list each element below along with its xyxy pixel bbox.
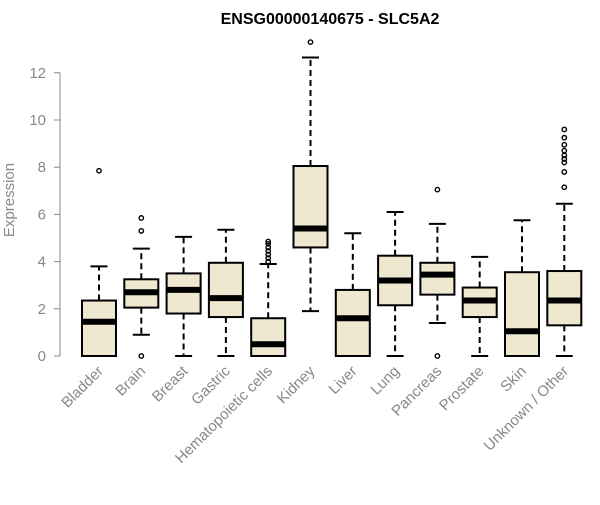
outlier-point [265,255,272,261]
y-tick-label: 2 [38,301,46,318]
outlier-point [561,141,568,148]
x-tick-label: Lung [367,363,403,399]
outlier-point [138,353,145,359]
outlier-point [561,156,568,162]
outlier-point [561,159,568,166]
box-group [292,39,329,313]
outlier-point [265,238,272,245]
outlier-point [561,134,568,141]
y-tick-label: 12 [29,65,46,82]
y-tick-label: 6 [38,206,46,223]
outlier-point [138,215,145,221]
y-tick-label: 10 [29,112,46,129]
box-group [504,219,540,357]
box-group [250,238,287,357]
box-iqr [504,271,540,357]
box-group [334,232,371,358]
outlier-point [265,244,272,251]
boxes-layer [81,39,583,359]
outlier-point [265,258,272,265]
box-iqr [81,299,117,358]
box-iqr [419,261,456,296]
chart-title: ENSG00000140675 - SLC5A2 [221,11,440,28]
outlier-point [434,353,441,359]
box-group [461,255,498,357]
box-group [81,167,117,358]
y-axis-title: Expression [1,163,18,237]
outlier-point [138,228,145,234]
box-group [419,186,456,359]
x-tick-label: Liver [326,363,361,398]
outlier-point [96,167,102,174]
box-group [123,215,160,359]
box-group [207,228,244,357]
y-tick-label: 0 [38,348,46,365]
outlier-point [561,147,568,154]
outlier-point [561,169,568,175]
outlier-point [434,186,441,193]
box-iqr [207,261,244,319]
outlier-point [307,39,314,46]
x-tick-label: Bladder [58,363,107,412]
outlier-point [561,152,568,159]
box-group [377,211,414,357]
x-tick-label: Breast [149,362,192,405]
box-iqr [165,272,202,315]
box-group [546,126,583,357]
y-axis: 0 2 4 6 8 10 12 [29,65,61,365]
outlier-point [265,240,272,247]
y-tick-label: 4 [38,254,46,271]
outlier-point [561,126,568,133]
outlier-point [265,251,272,258]
outlier-point [265,248,272,254]
x-tick-label: Kidney [274,362,319,407]
box-group [165,235,202,357]
box-iqr [292,165,329,249]
x-tick-label: Prostate [436,363,488,415]
y-tick-label: 8 [38,159,46,176]
outlier-point [561,184,568,191]
x-tick-label: Skin [497,363,530,396]
box-iqr [334,288,371,358]
box-iqr [250,317,287,357]
x-tick-label: Brain [112,363,149,400]
